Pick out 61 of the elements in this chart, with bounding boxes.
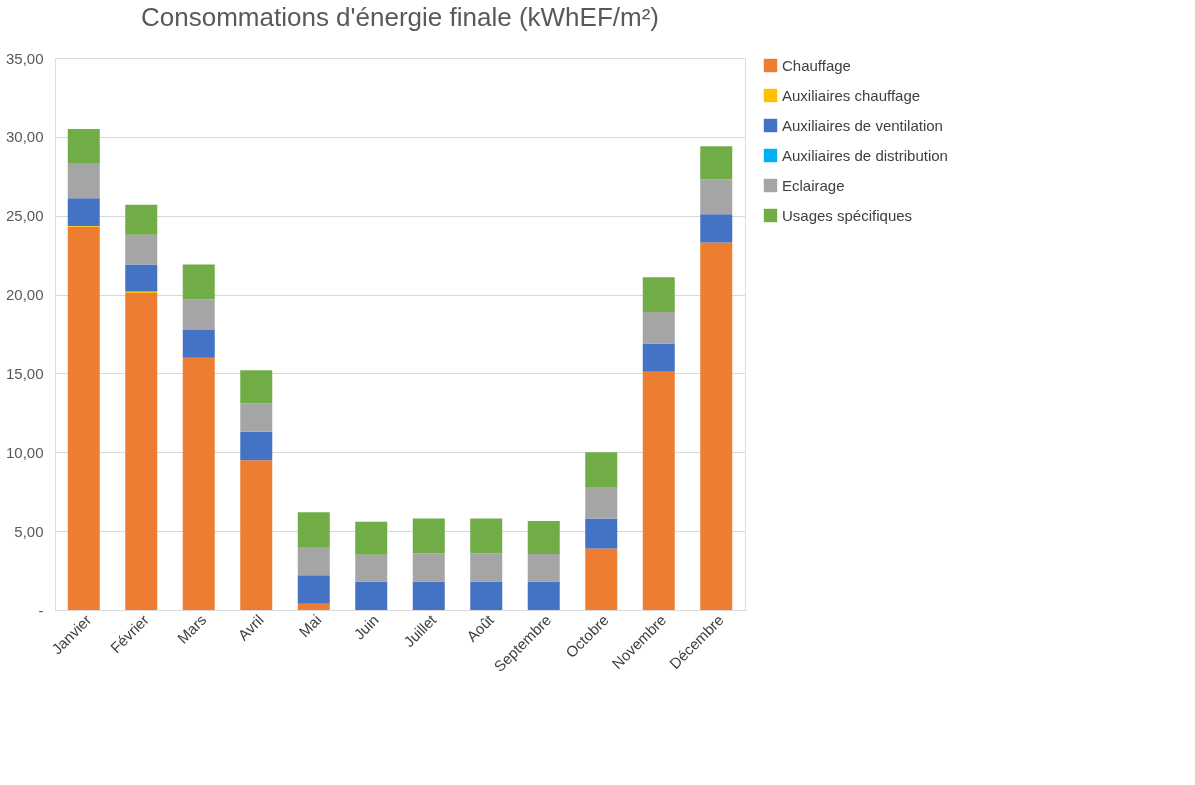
bar [240, 460, 273, 610]
bar [125, 234, 158, 265]
bar [700, 242, 733, 610]
bar [67, 226, 100, 610]
legend-label: Eclairage [782, 176, 845, 194]
bar [585, 548, 618, 610]
bar [585, 486, 618, 519]
bar [470, 553, 503, 582]
bar [125, 204, 158, 235]
bar [412, 581, 445, 610]
bar [182, 357, 215, 610]
y-tick-label: 10,00 [5, 443, 44, 461]
bar [240, 403, 273, 432]
bar [642, 277, 675, 312]
bar [527, 554, 560, 582]
legend-label: Usages spécifiques [782, 206, 913, 224]
bar [642, 371, 675, 610]
y-tick-label: 20,00 [5, 286, 44, 304]
bar [182, 264, 215, 300]
y-tick-label: 30,00 [5, 128, 44, 146]
bar [240, 370, 273, 404]
bar [297, 512, 330, 547]
bar [240, 431, 273, 461]
bar [527, 520, 560, 555]
bar [700, 214, 733, 243]
y-tick-label: 35,00 [5, 49, 44, 67]
bar [125, 264, 158, 292]
y-tick-label: - [38, 601, 44, 619]
bar [182, 299, 215, 330]
bar [67, 198, 100, 226]
y-tick-label: 5,00 [14, 522, 44, 540]
chart-title: Consommations d'énergie finale (kWhEF/m²) [141, 2, 659, 32]
y-tick-label: 25,00 [5, 207, 44, 225]
bar [125, 292, 158, 610]
legend-label: Auxiliaires chauffage [782, 86, 921, 104]
bar [527, 581, 560, 610]
bar [585, 518, 618, 549]
bar [642, 343, 675, 372]
bar [355, 581, 388, 610]
bar [355, 521, 388, 555]
bar [585, 452, 618, 487]
bar [67, 128, 100, 164]
bar [700, 179, 733, 215]
bar [67, 163, 100, 199]
bar [470, 518, 503, 554]
x-tick-label: Mai [295, 611, 325, 641]
bar [470, 581, 503, 610]
legend-label: Auxiliaires de distribution [782, 146, 948, 164]
x-tick-label: Juin [350, 611, 382, 643]
bar [412, 518, 445, 554]
bar [642, 311, 675, 344]
y-tick-label: 15,00 [5, 364, 44, 382]
bar [355, 554, 388, 582]
bar [297, 546, 330, 576]
bar [412, 553, 445, 582]
legend-label: Chauffage [782, 56, 851, 74]
bar [700, 146, 733, 180]
bar [297, 603, 330, 610]
legend-label: Auxiliaires de ventilation [782, 116, 943, 134]
bar [297, 575, 330, 604]
bar [182, 330, 215, 358]
